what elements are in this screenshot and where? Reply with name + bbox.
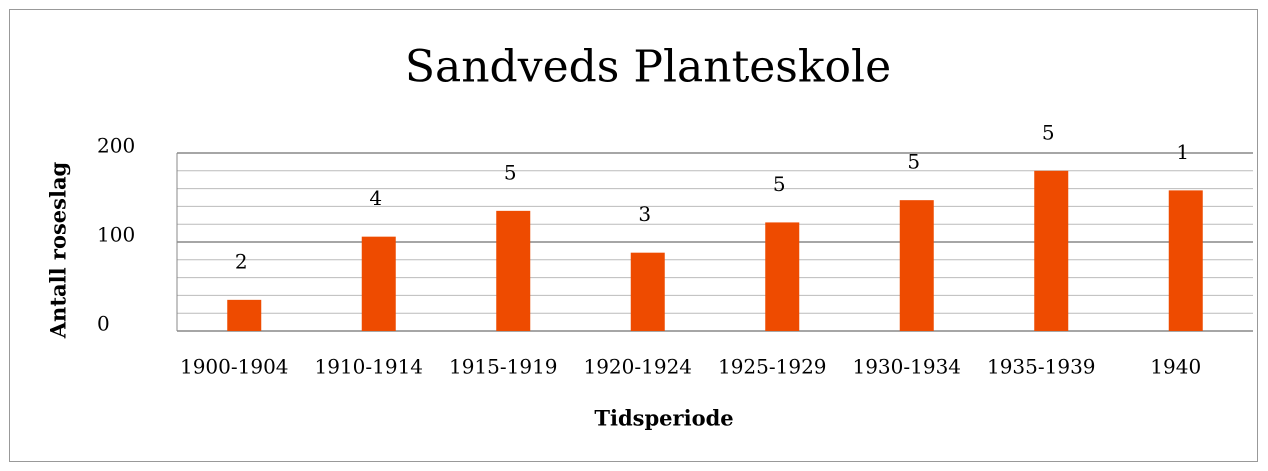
x-axis-label: Tidsperiode [594, 406, 733, 431]
y-tick-label: 200 [97, 134, 135, 158]
bar-annotation: 4 [369, 186, 382, 210]
bar [496, 210, 531, 331]
x-tick-label: 1915-1919 [449, 355, 558, 379]
x-tick-label: 1910-1914 [314, 355, 423, 379]
bar-annotation: 1 [1176, 140, 1189, 164]
bar-annotation: 5 [773, 172, 786, 196]
bar [630, 252, 665, 331]
bar [1168, 190, 1203, 331]
chart-title: Sandveds Planteskole [405, 42, 891, 93]
bar-annotation: 5 [504, 160, 517, 184]
bar [1034, 170, 1069, 331]
bar-annotation: 3 [638, 202, 651, 226]
x-tick-label: 1935-1939 [987, 355, 1096, 379]
bar [765, 222, 800, 331]
y-tick-label: 100 [97, 223, 135, 247]
bar [227, 299, 262, 331]
y-tick-label: 0 [97, 312, 110, 336]
bar-annotation: 5 [907, 150, 920, 174]
x-tick-label: 1940 [1150, 355, 1201, 379]
y-axis-label: Antall roseslag [46, 161, 71, 339]
x-tick-label: 1930-1934 [852, 355, 961, 379]
x-tick-label: 1925-1929 [718, 355, 827, 379]
bar [361, 236, 396, 331]
bar [899, 200, 934, 331]
x-tick-label: 1920-1924 [583, 355, 692, 379]
x-tick-label: 1900-1904 [180, 355, 289, 379]
bar-annotation: 2 [235, 249, 248, 273]
bar-annotation: 5 [1042, 120, 1055, 144]
